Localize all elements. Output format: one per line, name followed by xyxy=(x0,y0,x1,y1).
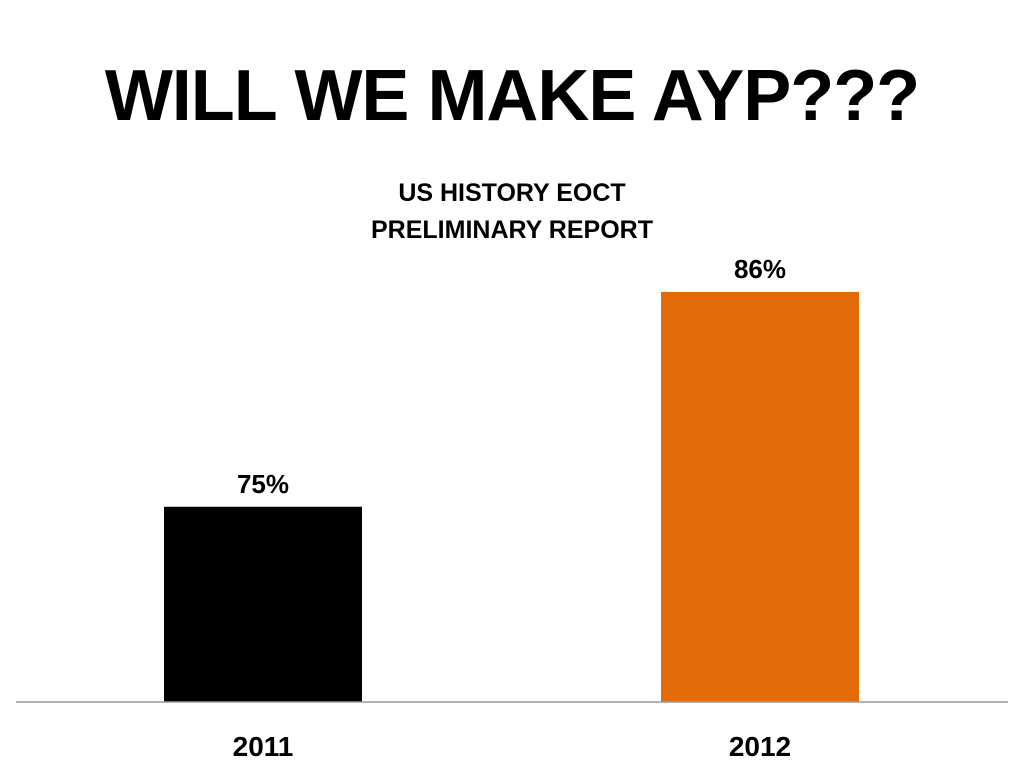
data-label-2011: 75% xyxy=(237,469,289,499)
data-label-2012: 86% xyxy=(734,254,786,284)
x-tick-label-2012: 2012 xyxy=(729,731,791,762)
chart-title-line-2: PRELIMINARY REPORT xyxy=(371,216,653,244)
x-tick-label-2011: 2011 xyxy=(233,731,294,762)
chart-title: US HISTORY EOCT PRELIMINARY REPORT xyxy=(371,179,653,244)
data-labels: 75% 86% xyxy=(237,254,786,499)
x-axis-tick-labels: 2011 2012 xyxy=(233,731,792,762)
chart-title-line-1: US HISTORY EOCT xyxy=(398,179,625,207)
bars xyxy=(164,292,859,702)
bar-2012 xyxy=(661,292,859,702)
bar-2011 xyxy=(164,506,362,702)
slide-title: WILL WE MAKE AYP??? xyxy=(104,56,920,136)
